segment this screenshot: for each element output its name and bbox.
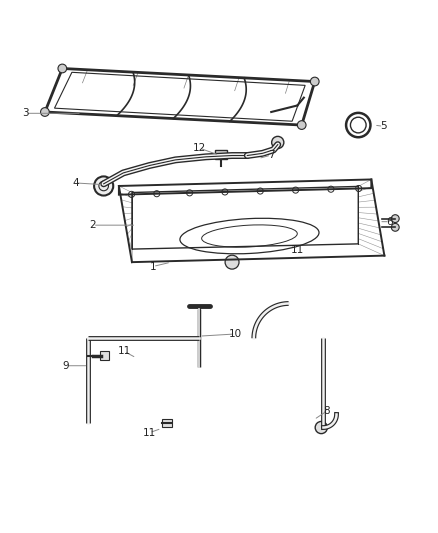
Text: 9: 9 <box>63 361 69 371</box>
Text: 2: 2 <box>89 220 96 230</box>
Text: 8: 8 <box>324 406 330 416</box>
Text: 11: 11 <box>117 346 131 357</box>
Circle shape <box>391 215 399 223</box>
Text: 6: 6 <box>386 217 393 227</box>
Circle shape <box>311 77 319 86</box>
Circle shape <box>272 136 284 149</box>
Circle shape <box>94 176 113 196</box>
Circle shape <box>297 120 306 130</box>
Circle shape <box>58 64 67 73</box>
Text: 11: 11 <box>291 245 304 255</box>
Text: 10: 10 <box>229 329 242 339</box>
Text: 5: 5 <box>380 122 387 131</box>
FancyBboxPatch shape <box>215 150 227 159</box>
Bar <box>162 419 172 426</box>
Circle shape <box>315 422 327 434</box>
Text: 3: 3 <box>22 108 28 118</box>
Text: 12: 12 <box>193 143 206 153</box>
Text: 4: 4 <box>72 178 79 188</box>
Circle shape <box>391 223 399 231</box>
Bar <box>100 351 110 360</box>
Circle shape <box>225 255 239 269</box>
Text: 7: 7 <box>268 150 275 160</box>
Circle shape <box>41 108 49 116</box>
Text: 11: 11 <box>143 428 156 438</box>
Text: 1: 1 <box>149 262 156 271</box>
